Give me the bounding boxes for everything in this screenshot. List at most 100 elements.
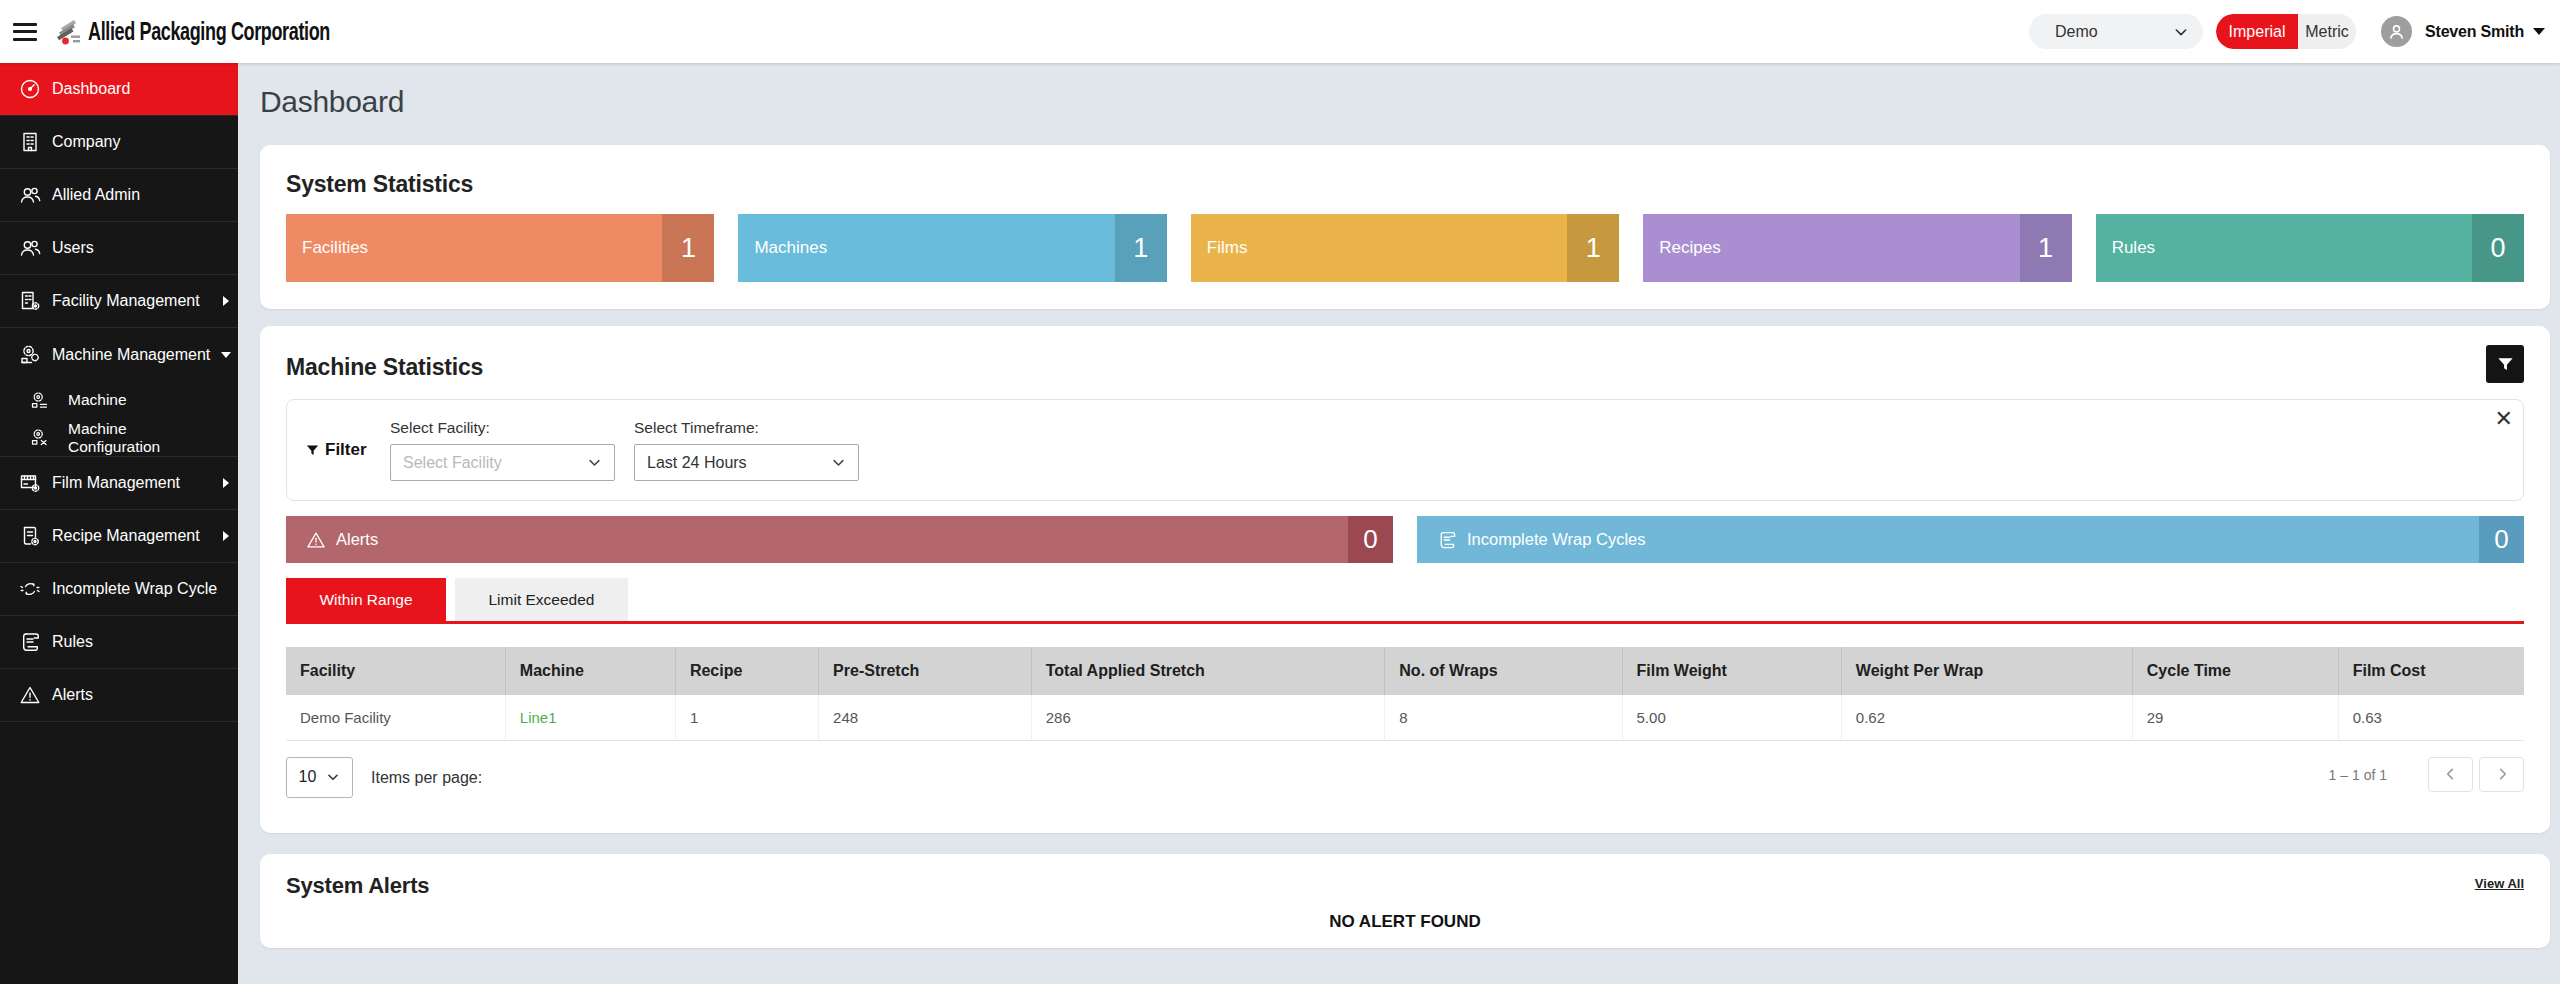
sidebar-item-machine-management[interactable]: Machine Management bbox=[0, 328, 238, 381]
summary-bar-value: 0 bbox=[1348, 516, 1393, 563]
facility-icon bbox=[18, 289, 42, 313]
stat-card-rules[interactable]: Rules0 bbox=[2096, 214, 2524, 282]
sidebar-item-allied-admin[interactable]: Allied Admin bbox=[0, 169, 238, 222]
warning-icon bbox=[305, 529, 327, 551]
stat-value: 1 bbox=[1115, 214, 1167, 282]
environment-select[interactable]: Demo bbox=[2029, 14, 2203, 49]
sidebar-item-film-management[interactable]: Film Management bbox=[0, 457, 238, 510]
sidebar-item-label: Machine Management bbox=[52, 346, 210, 364]
sidebar-item-recipe-management[interactable]: Recipe Management bbox=[0, 510, 238, 563]
sidebar-item-dashboard[interactable]: Dashboard bbox=[0, 63, 238, 116]
sidebar-item-machine[interactable]: Machine bbox=[0, 381, 238, 419]
column-header: Film Weight bbox=[1622, 647, 1841, 695]
sidebar: DashboardCompany Allied Admin UsersFacilit… bbox=[0, 63, 238, 984]
range-tabs: Within RangeLimit Exceeded bbox=[286, 578, 2524, 624]
sidebar-item-incomplete-wrap-cycle[interactable]: Incomplete Wrap Cycle bbox=[0, 563, 238, 616]
alerts-bar[interactable]: Alerts0 bbox=[286, 516, 1393, 563]
company-logo-icon bbox=[50, 17, 84, 47]
stat-card-facilities[interactable]: Facilities1 bbox=[286, 214, 714, 282]
unit-toggle: Imperial Metric bbox=[2216, 14, 2356, 49]
summary-bar-value: 0 bbox=[2479, 516, 2524, 563]
tab-within-range[interactable]: Within Range bbox=[286, 578, 446, 621]
tab-limit-exceeded[interactable]: Limit Exceeded bbox=[455, 578, 628, 621]
chevron-right-icon bbox=[223, 478, 229, 488]
funnel-icon bbox=[305, 443, 320, 458]
sidebar-item-company[interactable]: Company bbox=[0, 116, 238, 169]
summary-bar-label: Incomplete Wrap Cycles bbox=[1467, 530, 1646, 549]
chevron-right-icon bbox=[223, 296, 229, 306]
imperial-button[interactable]: Imperial bbox=[2216, 14, 2298, 49]
sidebar-item-machine-configuration[interactable]: Machine Configuration bbox=[0, 419, 238, 457]
system-alerts-card: System Alerts View All NO ALERT FOUND bbox=[260, 854, 2550, 948]
view-all-link[interactable]: View All bbox=[2475, 876, 2524, 891]
stat-label: Films bbox=[1191, 214, 1567, 282]
table-cell[interactable]: Line1 bbox=[505, 695, 675, 740]
column-header: Pre-Stretch bbox=[819, 647, 1032, 695]
timeframe-select[interactable]: Last 24 Hours bbox=[634, 444, 859, 481]
recipe-icon bbox=[18, 524, 42, 548]
chevron-down-icon bbox=[2173, 24, 2189, 40]
sidebar-item-alerts[interactable]: Alerts bbox=[0, 669, 238, 722]
column-header: Weight Per Wrap bbox=[1841, 647, 2132, 695]
dashboard-icon bbox=[18, 77, 42, 101]
column-header: Cycle Time bbox=[2132, 647, 2338, 695]
top-bar: Allied Packaging Corporation Demo Imperi… bbox=[0, 0, 2560, 63]
filter-panel: ✕ Filter Select Facility: Select Facilit… bbox=[286, 399, 2524, 501]
machine-stats-table: FacilityMachineRecipePre-StretchTotal Ap… bbox=[286, 647, 2524, 741]
users-icon bbox=[18, 236, 42, 260]
stat-card-films[interactable]: Films1 bbox=[1191, 214, 1619, 282]
system-alerts-title: System Alerts bbox=[286, 873, 2524, 898]
next-page-button[interactable] bbox=[2479, 757, 2524, 792]
stat-value: 0 bbox=[2472, 214, 2524, 282]
chevron-down-icon bbox=[221, 352, 231, 358]
company-icon bbox=[18, 130, 42, 154]
stat-value: 1 bbox=[662, 214, 714, 282]
table-cell: 5.00 bbox=[1622, 695, 1841, 740]
table-cell: 248 bbox=[819, 695, 1032, 740]
pagination: 10 Items per page: 1 – 1 of 1 bbox=[286, 757, 2524, 798]
chevron-down-icon bbox=[326, 770, 340, 784]
close-filter-icon[interactable]: ✕ bbox=[2495, 408, 2513, 430]
machine-statistics-card: Machine Statistics ✕ Filter Select Facil… bbox=[260, 326, 2550, 833]
table-cell: 1 bbox=[675, 695, 818, 740]
admins-icon bbox=[18, 183, 42, 207]
filter-toggle-button[interactable] bbox=[2486, 345, 2524, 383]
metric-button[interactable]: Metric bbox=[2298, 14, 2356, 49]
timeframe-label: Select Timeframe: bbox=[634, 419, 859, 437]
funnel-icon bbox=[2496, 355, 2515, 374]
no-alert-message: NO ALERT FOUND bbox=[286, 912, 2524, 932]
menu-icon[interactable] bbox=[13, 23, 37, 41]
machine-mgmt-icon bbox=[18, 343, 42, 367]
system-statistics-card: System Statistics Facilities1Machines1Fi… bbox=[260, 145, 2550, 309]
table-cell: 0.63 bbox=[2338, 695, 2524, 740]
chevron-down-icon bbox=[587, 455, 602, 470]
page-size-select[interactable]: 10 bbox=[286, 757, 353, 798]
sidebar-item-users[interactable]: Users bbox=[0, 222, 238, 275]
page-range: 1 – 1 of 1 bbox=[2329, 757, 2387, 794]
user-menu-caret-icon[interactable] bbox=[2533, 28, 2545, 35]
person-icon bbox=[2386, 21, 2407, 42]
facility-label: Select Facility: bbox=[390, 419, 615, 437]
sidebar-item-label: Machine Configuration bbox=[68, 420, 218, 456]
column-header: Machine bbox=[505, 647, 675, 695]
incomplete-wrap-cycles-bar[interactable]: Incomplete Wrap Cycles 0 bbox=[1417, 516, 2524, 563]
avatar[interactable] bbox=[2381, 16, 2412, 47]
table-cell: 286 bbox=[1031, 695, 1385, 740]
stat-label: Machines bbox=[738, 214, 1114, 282]
table-cell: Demo Facility bbox=[286, 695, 505, 740]
prev-page-button[interactable] bbox=[2428, 757, 2473, 792]
user-name[interactable]: Steven Smith bbox=[2425, 23, 2524, 41]
rules-icon bbox=[18, 630, 42, 654]
table-cell: 29 bbox=[2132, 695, 2338, 740]
table-cell: 0.62 bbox=[1841, 695, 2132, 740]
sidebar-item-label: Alerts bbox=[52, 686, 93, 704]
stat-card-recipes[interactable]: Recipes1 bbox=[1643, 214, 2071, 282]
sidebar-item-facility-management[interactable]: Facility Management bbox=[0, 275, 238, 328]
environment-value: Demo bbox=[2055, 23, 2098, 41]
sidebar-item-label: Recipe Management bbox=[52, 527, 200, 545]
sidebar-item-label: Allied Admin bbox=[52, 186, 140, 204]
facility-select[interactable]: Select Facility bbox=[390, 444, 615, 481]
column-header: Recipe bbox=[675, 647, 818, 695]
stat-card-machines[interactable]: Machines1 bbox=[738, 214, 1166, 282]
sidebar-item-rules[interactable]: Rules bbox=[0, 616, 238, 669]
